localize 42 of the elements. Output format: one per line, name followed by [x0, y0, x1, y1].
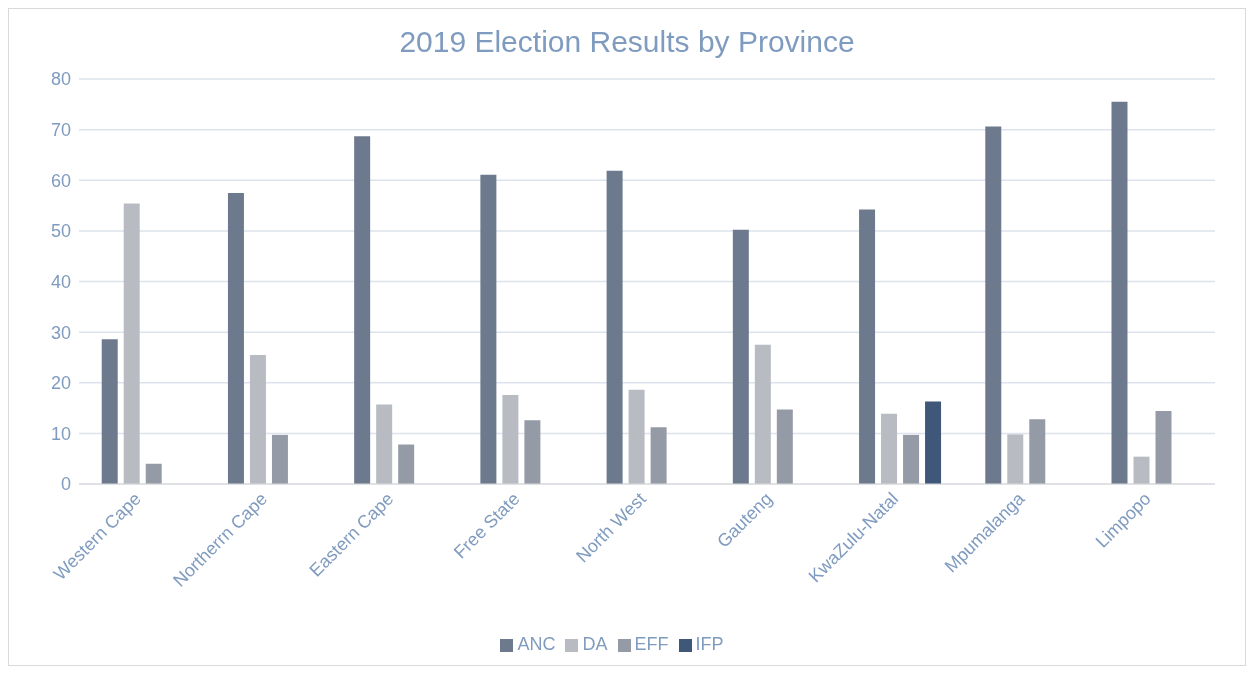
bar: [628, 389, 645, 484]
bar: [249, 354, 266, 484]
bar: [606, 170, 623, 484]
bar: [881, 413, 898, 484]
bar: [903, 434, 920, 484]
y-tick-label: 40: [50, 271, 71, 292]
bar: [398, 444, 415, 484]
y-tick-label: 50: [50, 221, 71, 242]
y-tick-label: 70: [50, 120, 71, 141]
bar: [101, 339, 118, 484]
bar: [502, 394, 519, 484]
bar: [650, 427, 667, 484]
legend-label: ANC: [517, 634, 556, 654]
bar: [123, 203, 140, 484]
bar: [732, 229, 749, 484]
y-tick-label: 10: [50, 423, 71, 444]
bar: [480, 174, 497, 484]
bar: [776, 409, 793, 484]
bar: [271, 434, 288, 484]
legend-label: EFF: [634, 634, 669, 654]
bar: [145, 463, 162, 484]
bar: [754, 344, 771, 484]
y-tick-label: 30: [50, 322, 71, 343]
bar: [859, 209, 876, 484]
legend-label: DA: [582, 634, 608, 654]
bar: [1133, 456, 1150, 484]
bar: [925, 401, 942, 484]
y-tick-label: 20: [50, 373, 71, 394]
bar: [1007, 434, 1024, 484]
bar: [227, 192, 244, 484]
bar: [376, 404, 393, 484]
chart-title: 2019 Election Results by Province: [398, 24, 856, 60]
bar: [1029, 419, 1046, 484]
y-tick-label: 0: [60, 474, 71, 495]
bar: [985, 126, 1002, 484]
y-tick-label: 80: [50, 69, 71, 90]
bar: [1155, 411, 1172, 484]
y-tick-label: 60: [50, 170, 71, 191]
bar: [354, 136, 371, 484]
bar: [1111, 101, 1128, 484]
bar: [524, 420, 541, 484]
legend-label: IFP: [695, 634, 724, 654]
